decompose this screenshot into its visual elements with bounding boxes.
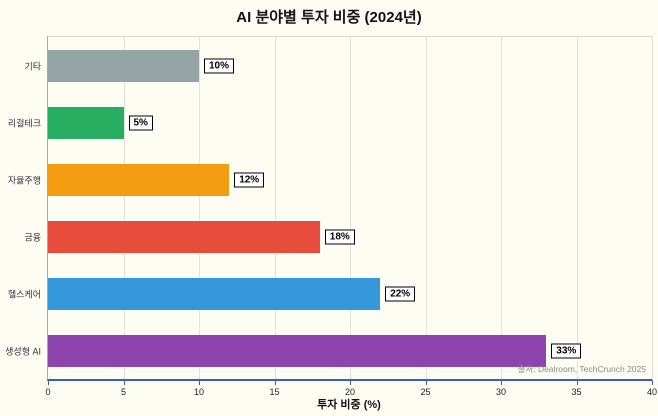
x-tick-label: 25 — [420, 387, 431, 397]
chart-title: AI 분야별 투자 비중 (2024년) — [236, 9, 422, 26]
x-tick-label: 35 — [571, 387, 582, 397]
y-tick-label: 헬스케어 — [7, 289, 41, 299]
gridline — [123, 37, 125, 379]
y-tick-label: 자율주행 — [7, 175, 41, 185]
bar-value-label: 5% — [128, 115, 153, 130]
bar-2 — [48, 163, 230, 196]
x-tick-label: 40 — [646, 387, 658, 397]
bar-value-label: 22% — [385, 286, 416, 301]
gridline — [350, 37, 351, 379]
bar-value-label: 33% — [551, 343, 582, 358]
x-tick-mark — [501, 381, 502, 385]
gridline — [274, 37, 276, 379]
x-tick-mark — [350, 381, 351, 385]
bar-0 — [48, 49, 199, 82]
x-tick-mark — [652, 381, 653, 385]
source-annotation: 출처: Dealroom, TechCrunch 2025 — [517, 364, 646, 374]
x-tick-mark — [274, 381, 276, 385]
bar-5 — [48, 334, 547, 367]
x-tick-mark — [425, 381, 427, 385]
y-tick-label: 리걸테크 — [7, 118, 41, 128]
gridline — [652, 37, 653, 379]
gridline — [199, 37, 200, 379]
x-tick-label: 10 — [193, 387, 205, 397]
bar-value-label: 10% — [204, 58, 235, 73]
x-tick-label: 20 — [344, 387, 356, 397]
gridline — [425, 37, 427, 379]
plot-area: 출처: Dealroom, TechCrunch 2025 0 5 10 15 20 25… — [5, 36, 657, 397]
x-tick-mark — [576, 381, 578, 385]
y-tick-label: 생성형 AI — [5, 346, 41, 356]
bar-value-label: 18% — [324, 229, 355, 244]
gridline — [576, 37, 578, 379]
bar-3 — [48, 220, 320, 253]
x-tick-label: 5 — [120, 387, 127, 397]
x-tick-mark — [123, 381, 125, 385]
x-tick-mark — [199, 381, 200, 385]
x-axis-label: 투자 비중 (%) — [317, 399, 381, 411]
y-tick-label: 기타 — [24, 61, 41, 71]
y-tick-label: 금융 — [24, 232, 41, 242]
gridline — [501, 37, 502, 379]
x-tick-label: 15 — [269, 387, 280, 397]
x-tick-label: 30 — [495, 387, 507, 397]
bar-1 — [48, 106, 124, 139]
x-tick-mark — [48, 381, 49, 385]
x-tick-label: 0 — [45, 387, 51, 397]
bar-4 — [48, 277, 381, 310]
bar-value-label: 12% — [234, 172, 265, 187]
